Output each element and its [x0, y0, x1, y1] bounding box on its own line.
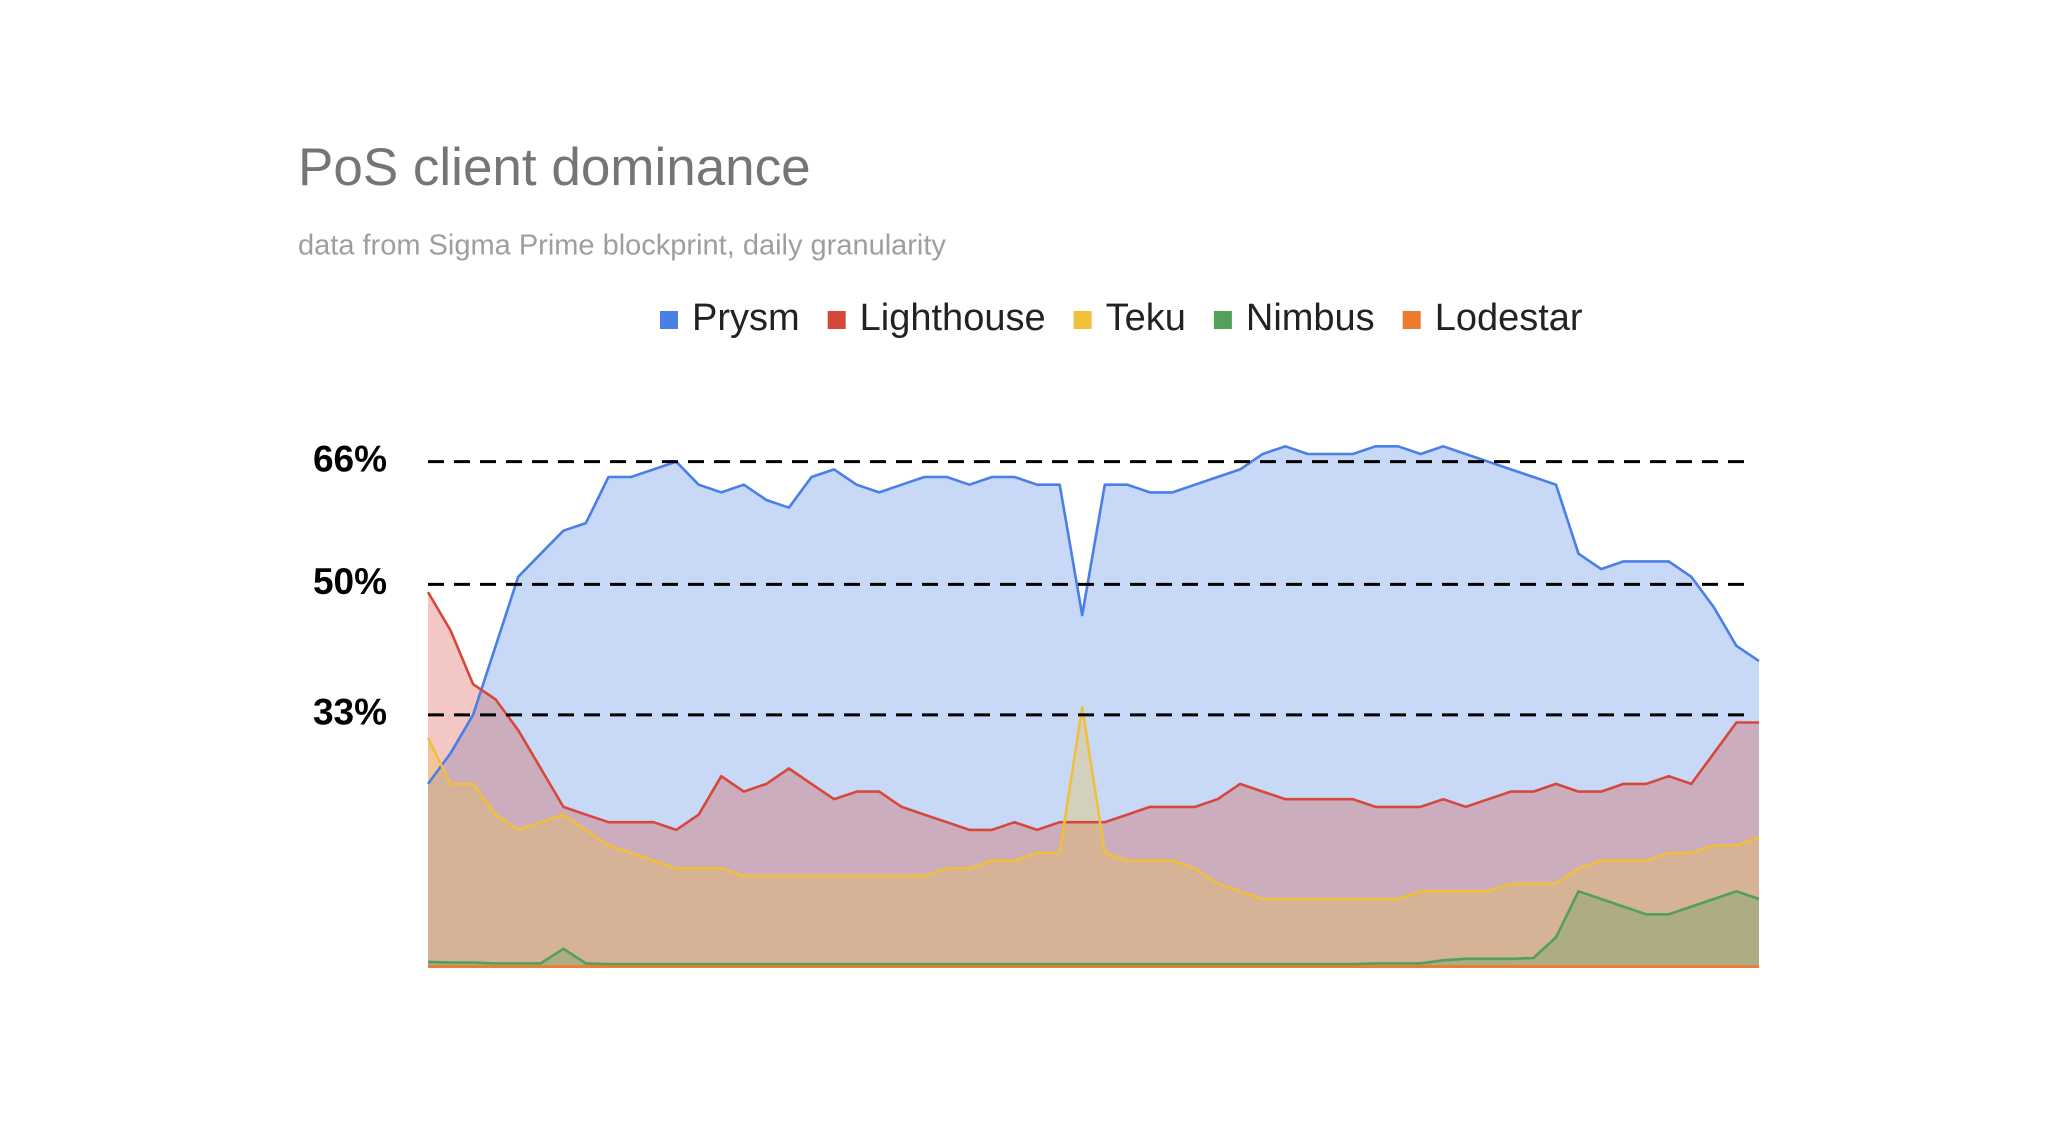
area-fill [428, 707, 1759, 968]
series-line [426, 445, 1760, 785]
legend: Prysm Lighthouse Teku Nimbus Lodestar [660, 297, 1583, 339]
legend-label: Lodestar [1435, 297, 1583, 339]
y-tick-label: 66% [313, 438, 387, 479]
legend-label: Nimbus [1246, 297, 1375, 339]
legend-swatch [1073, 311, 1092, 329]
legend-swatch [1402, 311, 1421, 329]
chart-subtitle: data from Sigma Prime blockprint, daily … [298, 230, 946, 262]
y-tick-label: 50% [313, 561, 387, 602]
area-fill [428, 891, 1759, 968]
legend-label: Prysm [692, 297, 800, 339]
series-line [426, 591, 1759, 832]
plot: 33% 50% 66% [313, 438, 1760, 968]
legend-swatch [660, 311, 678, 329]
legend-label: Teku [1106, 297, 1186, 339]
legend-label: Lighthouse [860, 297, 1046, 339]
series-line [427, 890, 1760, 966]
chart-title: PoS client dominance [298, 138, 811, 197]
area-fill [428, 592, 1759, 968]
legend-swatch [827, 311, 846, 329]
y-tick-label: 33% [313, 692, 387, 733]
legend-swatch [1213, 311, 1232, 329]
series-line [426, 705, 1760, 901]
area-fill [428, 446, 1759, 968]
